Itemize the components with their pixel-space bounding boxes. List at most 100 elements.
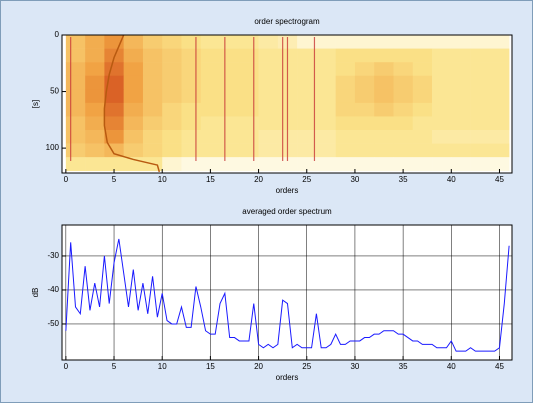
heatmap-cell [142,130,163,144]
x-tick-label: 5 [112,175,117,184]
heatmap-cell [470,157,491,172]
heatmap-cell [470,75,491,90]
heatmap-cell [470,62,491,77]
heatmap-cell [181,102,202,117]
heatmap-cell [354,157,375,172]
heatmap-cell [451,102,471,117]
heatmap-cell [200,89,221,104]
heatmap-cell [123,116,144,131]
heatmap-cell [123,48,144,63]
heatmap-cell [451,62,471,77]
heatmap-cell [162,35,182,49]
heatmap-cell [162,157,182,172]
heatmap-cell [220,89,240,104]
heatmap-cell [451,89,471,104]
heatmap-cell [412,143,433,158]
heatmap-cell [489,130,510,144]
heatmap-cell [451,143,471,158]
heatmap-cell [335,62,356,77]
x-tick-label: 15 [206,175,215,184]
heatmap-cell [220,116,240,131]
heatmap-cell [85,48,105,63]
y-axis-label: dB [31,288,40,298]
heatmap-cell [354,102,375,117]
heatmap-cell [142,35,163,49]
heatmap-cell [316,35,336,49]
heatmap-cell [142,143,163,158]
x-tick-label: 25 [302,175,311,184]
heatmap-cell [432,143,452,158]
heatmap-cell [335,130,356,144]
heatmap-cell [258,116,279,131]
heatmap-cell [142,116,163,131]
heatmap-cell [297,116,317,131]
heatmap-cell [393,48,414,63]
heatmap-cell [374,75,394,90]
axes-frame [61,224,513,361]
heatmap-cell [239,35,259,49]
heatmap-cell [412,116,433,131]
x-tick-label: 45 [495,175,504,184]
heatmap-cell [354,48,375,63]
heatmap-cell [432,62,452,77]
x-tick-label: 10 [158,362,167,371]
heatmap-cell [239,48,259,63]
heatmap-cell [181,35,202,49]
heatmap-cell [412,157,433,172]
heatmap-cell [85,89,105,104]
heatmap-cell [239,157,259,172]
heatmap-cell [374,130,394,144]
heatmap-cell [432,75,452,90]
heatmap-cell [162,130,182,144]
y-tick-label: 0 [55,30,60,39]
heatmap-cell [104,102,124,117]
heatmap-cell [451,75,471,90]
heatmap-cell [432,89,452,104]
heatmap-cell [374,35,394,49]
heatmap-cell [354,116,375,131]
x-tick-label: 0 [64,175,69,184]
heatmap-cell [239,102,259,117]
heatmap-cell [412,130,433,144]
heatmap-cell [258,143,279,158]
x-axis-label: orders [276,186,299,195]
heatmap-cell [432,116,452,131]
heatmap-cell [335,75,356,90]
x-tick-label: 35 [399,175,408,184]
heatmap-cell [85,157,105,172]
heatmap-cell [432,102,452,117]
heatmap-cell [297,48,317,63]
heatmap-cell [104,89,124,104]
chart-title: order spectrogram [254,17,320,26]
heatmap-cell [258,62,279,77]
heatmap-cell [335,35,356,49]
x-tick-label: 15 [206,362,215,371]
heatmap-cell [489,62,510,77]
heatmap-cell [354,143,375,158]
plot-content [65,35,510,173]
heatmap-cell [489,75,510,90]
heatmap-cell [200,75,221,90]
heatmap-cell [200,102,221,117]
heatmap-cell [220,102,240,117]
heatmap-cell [354,130,375,144]
heatmap-cell [335,116,356,131]
heatmap-cell [65,48,86,63]
heatmap-cell [85,130,105,144]
y-tick-label: 100 [46,143,60,152]
heatmap-cell [470,116,491,131]
y-tick-label: -50 [47,319,59,328]
heatmap-cell [258,130,279,144]
heatmap-cell [258,35,279,49]
heatmap-cell [220,48,240,63]
heatmap-cell [220,75,240,90]
heatmap-cell [451,48,471,63]
plot-content [62,225,512,360]
heatmap-cell [123,35,144,49]
heatmap-cell [104,62,124,77]
heatmap-cell [374,62,394,77]
x-tick-label: 5 [112,362,117,371]
heatmap-cell [470,48,491,63]
heatmap-cell [451,157,471,172]
x-tick-label: 40 [447,175,456,184]
